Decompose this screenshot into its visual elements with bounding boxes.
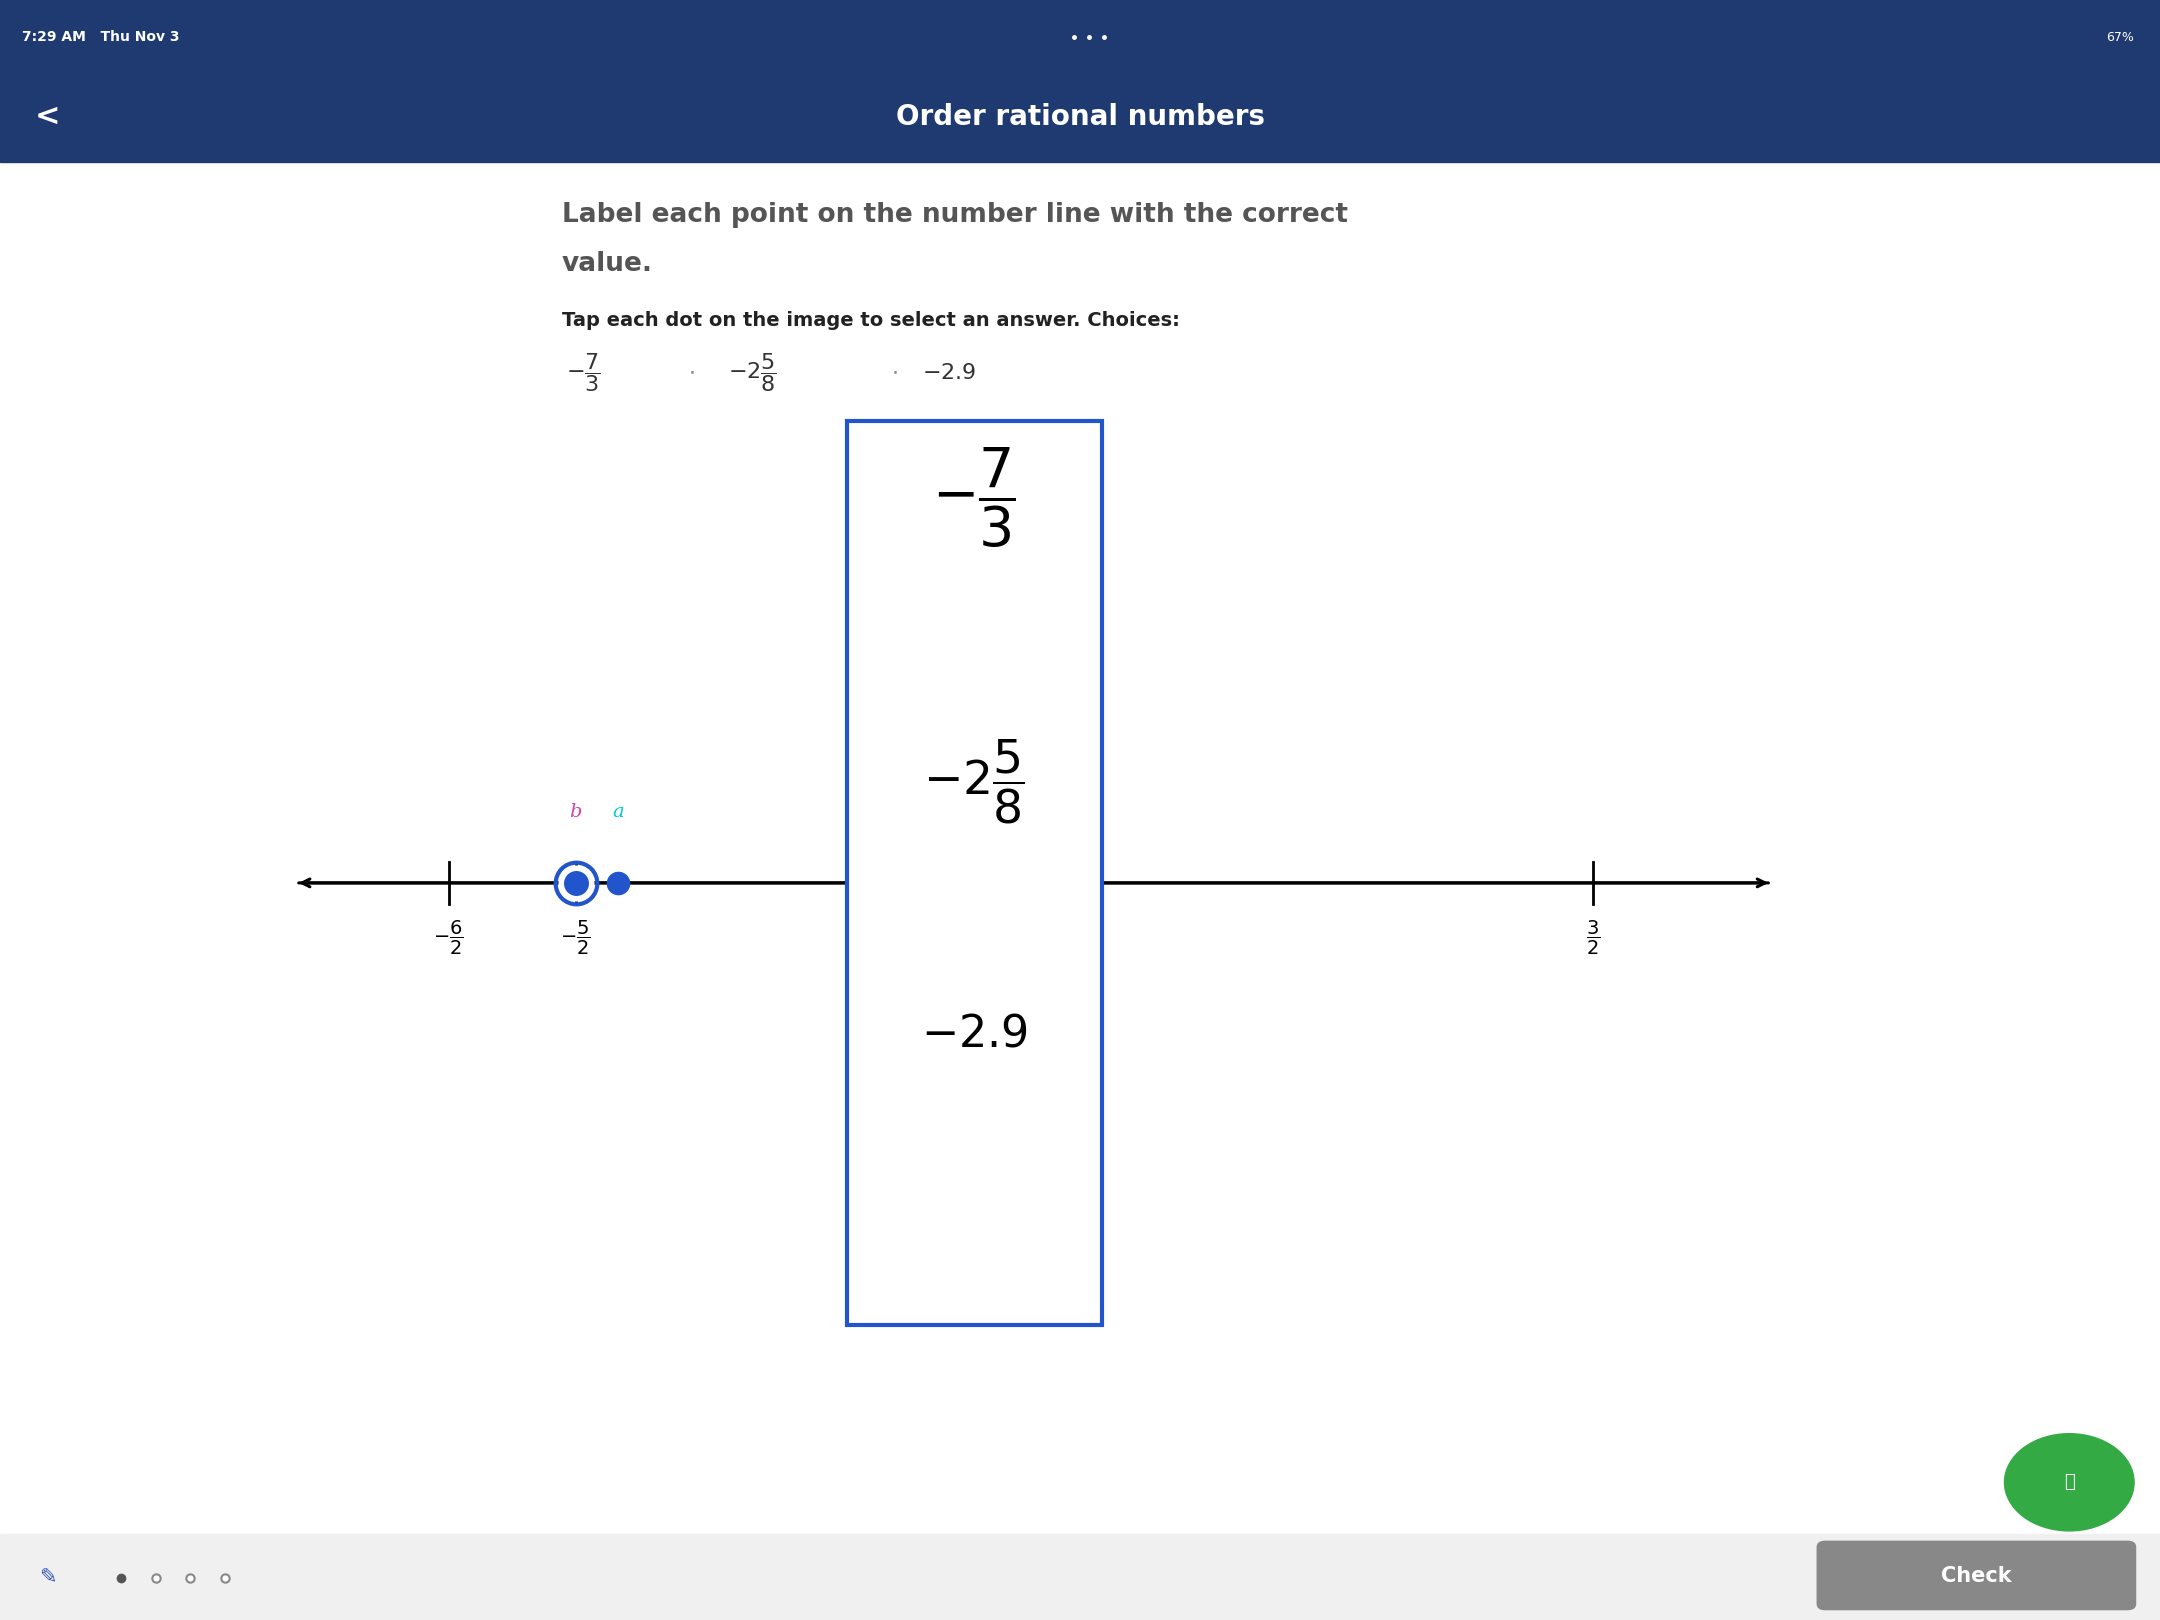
Text: a: a [613,804,624,821]
Text: $\dfrac{3}{2}$: $\dfrac{3}{2}$ [1585,919,1601,957]
Text: $-2\dfrac{5}{8}$: $-2\dfrac{5}{8}$ [922,737,1026,826]
FancyBboxPatch shape [1817,1541,2136,1610]
Text: $-2.9$: $-2.9$ [920,1012,1028,1056]
Text: 7:29 AM   Thu Nov 3: 7:29 AM Thu Nov 3 [22,31,179,44]
Text: b: b [570,804,581,821]
Bar [0,0,2160,73]
Text: 67%: 67% [2106,31,2134,44]
Text: $\cdot$: $\cdot$ [687,363,696,382]
Text: Label each point on the number line with the correct: Label each point on the number line with… [562,202,1348,228]
Text: Check: Check [1942,1567,2011,1586]
Text: Order rational numbers: Order rational numbers [896,102,1264,131]
Text: $-2.9$: $-2.9$ [922,363,976,382]
Text: $-\dfrac{7}{3}$: $-\dfrac{7}{3}$ [566,352,600,394]
Text: $-2\dfrac{5}{8}$: $-2\dfrac{5}{8}$ [728,352,778,394]
Text: $-\dfrac{5}{2}$: $-\dfrac{5}{2}$ [559,919,592,957]
Text: $-\dfrac{7}{3}$: $-\dfrac{7}{3}$ [933,446,1015,549]
Bar [0,70,2160,162]
Text: $-\dfrac{6}{2}$: $-\dfrac{6}{2}$ [434,919,464,957]
Text: value.: value. [562,251,652,277]
Text: <: < [35,102,60,131]
Text: Tap each dot on the image to select an answer. Choices:: Tap each dot on the image to select an a… [562,311,1179,330]
Text: 💡: 💡 [2065,1473,2074,1492]
Bar [0,1534,2160,1620]
Text: $\cdot$: $\cdot$ [890,363,899,382]
Text: ✎: ✎ [39,1568,56,1588]
Bar [847,421,1102,1325]
Circle shape [2004,1434,2134,1531]
